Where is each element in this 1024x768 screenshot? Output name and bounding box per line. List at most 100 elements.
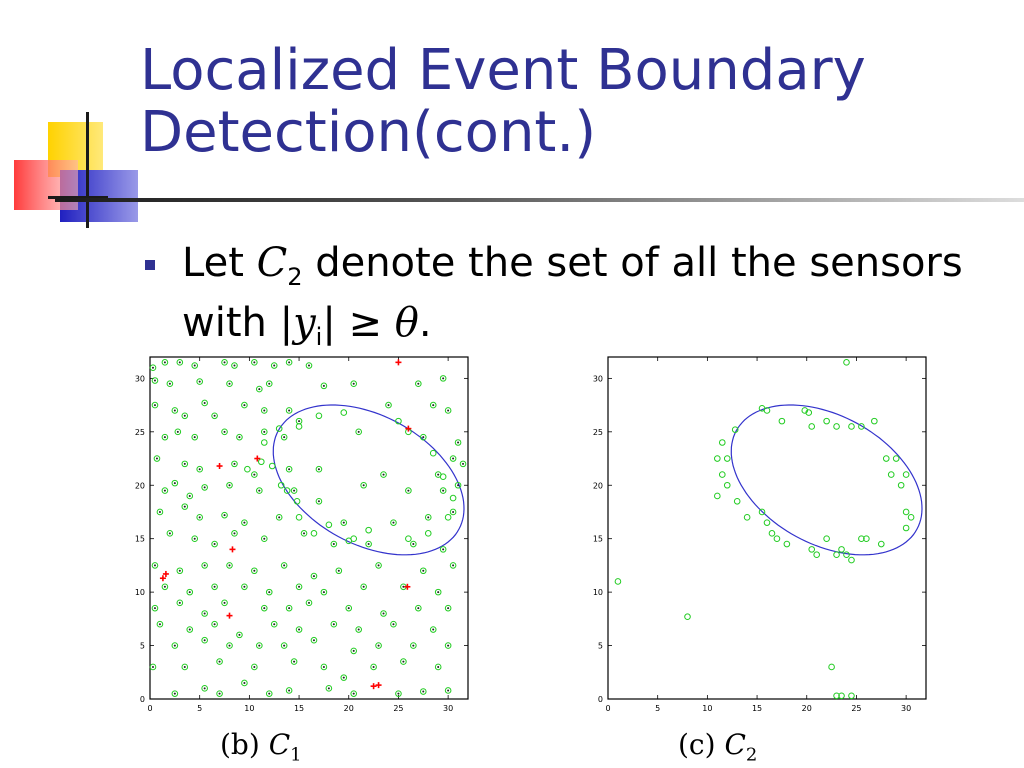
deco-vertical-line bbox=[86, 112, 89, 228]
c2-sensor-circle bbox=[882, 455, 890, 462]
c1-sensor-circle bbox=[244, 465, 251, 473]
c1-sensor-filled bbox=[350, 380, 358, 388]
c1-sensor-filled bbox=[310, 636, 318, 644]
c2-sensor-circle bbox=[714, 455, 721, 462]
c1-ytick-label: 0 bbox=[140, 695, 145, 704]
c1-xtick-label: 0 bbox=[147, 704, 152, 713]
c1-sensor-filled bbox=[226, 642, 233, 649]
c1-sensor-filled bbox=[335, 567, 343, 575]
c2-sensor-circle bbox=[877, 540, 885, 548]
c1-sensor-circle bbox=[268, 462, 276, 470]
c1-sensor-filled bbox=[201, 610, 208, 617]
c2-sensor-circle bbox=[848, 692, 855, 700]
c1-ytick-label: 20 bbox=[135, 481, 145, 490]
c1-sensor-filled bbox=[181, 503, 189, 510]
c2-sensor-circle bbox=[723, 481, 731, 489]
c1-sensor-filled bbox=[400, 658, 407, 665]
c1-sensor-filled bbox=[153, 455, 161, 462]
c2-ytick-label: 0 bbox=[598, 695, 603, 704]
c1-sensor-circle bbox=[405, 535, 412, 542]
slide-title: Localized Event Boundary Detection(cont.… bbox=[140, 40, 1000, 164]
c2-sensor-circle bbox=[902, 471, 910, 478]
caption-c1: (b) C1 bbox=[220, 728, 302, 766]
c1-sensor-filled bbox=[166, 530, 174, 537]
c1-sensor-filled bbox=[345, 604, 353, 612]
c2-sensor-circle bbox=[823, 535, 830, 542]
c1-sensor-circle bbox=[275, 425, 283, 432]
c2-xtick-label: 25 bbox=[851, 704, 861, 713]
deco-horizontal-line bbox=[48, 196, 108, 199]
c1-sensor-plus bbox=[254, 455, 261, 462]
c1-xtick-label: 10 bbox=[244, 704, 254, 713]
c1-sensor-filled bbox=[444, 642, 452, 649]
c2-sensor-circle bbox=[892, 455, 900, 462]
c1-xtick-label: 5 bbox=[197, 704, 202, 713]
deco-red-square bbox=[14, 160, 78, 210]
c1-sensor-filled bbox=[201, 562, 208, 569]
c1-sensor-filled bbox=[226, 380, 233, 388]
c1-sensor-filled bbox=[285, 687, 293, 694]
c1-sensor-filled bbox=[325, 685, 333, 692]
c2-sensor-circle bbox=[808, 423, 816, 430]
c2-xtick-label: 30 bbox=[901, 704, 911, 713]
c1-sensor-filled bbox=[226, 481, 233, 489]
c1-sensor-filled bbox=[201, 484, 208, 491]
c1-sensor-circle bbox=[395, 417, 402, 425]
c1-sensor-filled bbox=[280, 642, 288, 649]
c1-sensor-filled bbox=[310, 572, 318, 580]
bullet-line-2: with |yi| ≥ θ. bbox=[182, 300, 963, 360]
c1-sensor-filled bbox=[181, 663, 189, 671]
title-line-2: Detection(cont.) bbox=[140, 100, 597, 165]
caption-c2: (c) C2 bbox=[678, 728, 757, 766]
c2-xtick-label: 20 bbox=[802, 704, 812, 713]
decorative-squares bbox=[14, 112, 138, 228]
c2-sensor-circle bbox=[848, 423, 855, 430]
c2-sensor-circle bbox=[714, 492, 721, 500]
c1-sensor-plus bbox=[375, 682, 382, 689]
c2-sensor-circle bbox=[614, 578, 622, 585]
c2-sensor-circle bbox=[848, 556, 855, 564]
c1-sensor-filled bbox=[191, 535, 199, 542]
c1-sensor-filled bbox=[439, 375, 447, 382]
c1-sensor-circle bbox=[449, 494, 457, 502]
c2-ytick-label: 15 bbox=[593, 535, 603, 544]
c1-sensor-filled bbox=[260, 535, 268, 542]
c1-sensor-circle bbox=[295, 423, 303, 430]
c1-sensor-filled bbox=[265, 588, 273, 596]
c1-sensor-filled bbox=[285, 407, 293, 414]
c1-sensor-circle bbox=[283, 487, 291, 494]
c1-sensor-filled bbox=[151, 377, 159, 384]
c2-xtick-label: 10 bbox=[702, 704, 712, 713]
c1-sensor-filled bbox=[300, 530, 308, 537]
c1-sensor-filled bbox=[375, 642, 382, 649]
c1-sensor-filled bbox=[174, 428, 182, 436]
c1-sensor-filled bbox=[280, 562, 288, 569]
c1-sensor-filled bbox=[454, 481, 462, 489]
c1-sensor-circle bbox=[439, 473, 447, 480]
c1-sensor-circle bbox=[260, 439, 268, 446]
c1-ytick-label: 5 bbox=[140, 642, 145, 651]
c1-sensor-filled bbox=[216, 690, 223, 697]
c1-sensor-filled bbox=[171, 407, 179, 414]
c1-sensor-filled bbox=[251, 471, 258, 478]
c1-sensor-filled bbox=[161, 583, 169, 591]
c1-sensor-filled bbox=[226, 562, 233, 569]
c1-sensor-filled bbox=[221, 359, 228, 366]
c1-sensor-filled bbox=[176, 599, 184, 607]
c1-sensor-filled bbox=[176, 359, 184, 366]
c1-boundary-ellipse bbox=[272, 404, 465, 556]
bullet-line-1: Let C2 denote the set of all the sensors bbox=[182, 240, 963, 300]
c1-sensor-filled bbox=[285, 465, 293, 473]
c2-ytick-label: 20 bbox=[593, 481, 603, 490]
c1-sensor-filled bbox=[151, 604, 159, 612]
c1-ytick-label: 15 bbox=[135, 535, 145, 544]
c1-sensor-plus bbox=[395, 359, 402, 366]
c1-sensor-filled bbox=[385, 401, 392, 409]
c1-sensor-filled bbox=[330, 540, 338, 548]
c2-sensor-circle bbox=[768, 530, 776, 537]
c2-xtick-label: 0 bbox=[605, 704, 610, 713]
c1-sensor-circle bbox=[277, 481, 285, 489]
c2-sensor-circle bbox=[731, 426, 739, 433]
text-geq: | ≥ bbox=[322, 300, 395, 346]
c1-sensor-filled bbox=[196, 514, 203, 521]
